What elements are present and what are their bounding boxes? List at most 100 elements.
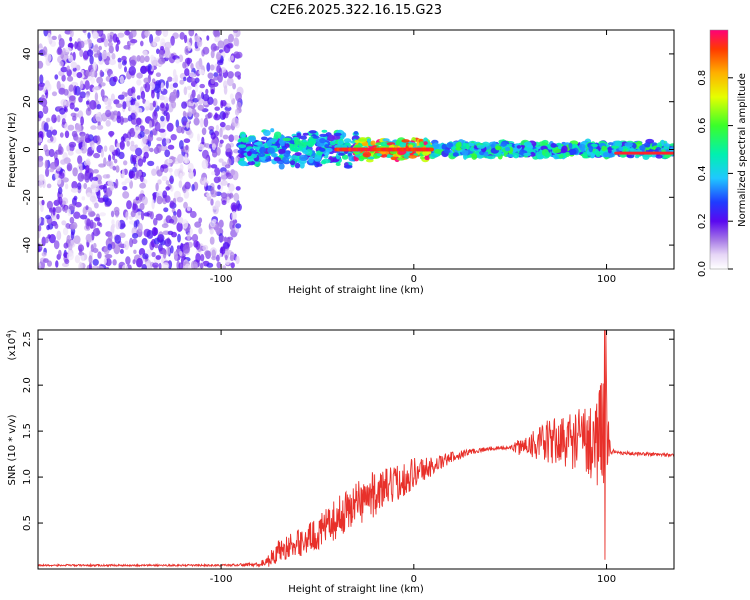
spectrogram-cell bbox=[105, 109, 112, 118]
spectrogram-cell bbox=[156, 137, 163, 142]
spectrogram-cell bbox=[156, 48, 160, 55]
spectrogram-cell bbox=[107, 33, 111, 40]
spectrogram-cell bbox=[70, 231, 75, 240]
spectrogram-cell bbox=[43, 122, 49, 132]
spectrogram-cell bbox=[174, 168, 179, 177]
spectrogram-cell bbox=[70, 61, 78, 69]
spectrogram-cell bbox=[49, 168, 55, 173]
spectrogram-cell bbox=[49, 207, 53, 213]
spectrogram-cell bbox=[197, 143, 205, 151]
spectrogram-cell bbox=[471, 153, 478, 160]
spectrogram-cell bbox=[44, 159, 49, 169]
spectrogram-cell bbox=[79, 80, 84, 90]
spectrogram-cell bbox=[320, 160, 327, 165]
spectrogram-cell bbox=[123, 160, 128, 166]
spectrogram-cell bbox=[135, 170, 139, 179]
spectrogram-cell bbox=[225, 143, 232, 153]
spectrogram-cell bbox=[232, 30, 239, 34]
spectrogram-cell bbox=[47, 32, 52, 41]
spectrogram-cell bbox=[104, 253, 113, 259]
spectrogram-cell bbox=[163, 207, 169, 213]
spectrogram-cell bbox=[588, 145, 594, 153]
spectrogram-cell bbox=[257, 152, 266, 157]
spectrogram-cell bbox=[56, 177, 62, 185]
spectrogram-cell bbox=[207, 112, 213, 118]
spectrogram-cell bbox=[51, 114, 57, 124]
spectrogram-cell bbox=[342, 132, 347, 138]
spectrogram-cell bbox=[190, 62, 194, 70]
spectrogram-cell bbox=[217, 73, 223, 83]
spectrogram-cell bbox=[66, 65, 70, 71]
spectrogram-cell bbox=[441, 143, 447, 150]
spectrogram-cell bbox=[170, 35, 175, 46]
spectrogram-cell bbox=[161, 175, 168, 182]
spectrogram-cell bbox=[48, 148, 55, 158]
spectrogram-cell bbox=[179, 79, 185, 85]
spectrogram-cell bbox=[302, 132, 309, 136]
spectrogram-y-ticks: -40 -20 0 20 40 bbox=[22, 48, 674, 253]
spectrogram-cell bbox=[115, 165, 120, 173]
spectrogram-cell bbox=[61, 118, 66, 125]
spectrogram-cell bbox=[214, 224, 220, 233]
spectrogram-cell bbox=[143, 129, 150, 135]
spectrogram-cell bbox=[88, 255, 93, 264]
spectrogram-cell bbox=[156, 169, 163, 177]
spectrogram-cell bbox=[163, 110, 168, 117]
spectrogram-cell bbox=[212, 143, 216, 151]
spectrogram-cell bbox=[76, 72, 83, 79]
spectrogram-cell bbox=[130, 98, 136, 106]
spectrogram-cell bbox=[68, 84, 74, 92]
spectrogram-cell bbox=[79, 49, 84, 58]
spectrogram-cell bbox=[232, 83, 237, 90]
spectrogram-cell bbox=[96, 38, 103, 43]
spectrogram-cell bbox=[233, 134, 240, 141]
spectrogram-cell bbox=[58, 38, 65, 48]
spectrogram-cell bbox=[214, 167, 221, 177]
spectrogram-cell bbox=[56, 165, 61, 172]
spectrogram-cell bbox=[199, 262, 204, 269]
spectrogram-cell bbox=[109, 132, 113, 138]
spectrogram-cell bbox=[60, 66, 68, 73]
y-tick-label: 1.0 bbox=[22, 469, 33, 485]
spectrogram-cell bbox=[69, 144, 75, 152]
spectrogram-cell bbox=[313, 156, 321, 162]
spectrogram-cell bbox=[68, 54, 74, 62]
spectrogram-cell bbox=[55, 149, 62, 155]
spectrogram-cell bbox=[103, 258, 107, 264]
spectrogram-cell bbox=[300, 135, 307, 140]
spectrogram-cell bbox=[152, 110, 158, 121]
spectrogram-cell bbox=[75, 148, 82, 154]
snr-y-ticks: 0.5 1.0 1.5 2.0 2.5 bbox=[22, 331, 674, 531]
spectrogram-cell bbox=[158, 128, 166, 133]
spectrogram-cell bbox=[209, 143, 213, 149]
spectrogram-cell bbox=[240, 136, 250, 143]
colorbar-tick-label: 0.0 bbox=[697, 261, 708, 277]
spectrogram-cell bbox=[176, 208, 182, 219]
spectrogram-cell bbox=[137, 222, 143, 233]
spectrogram-cell bbox=[182, 244, 191, 254]
y-tick-label: 2.0 bbox=[22, 377, 33, 393]
spectrogram-cell bbox=[516, 145, 522, 149]
spectrogram-cell bbox=[131, 238, 138, 244]
spectrogram-cell bbox=[210, 198, 214, 206]
spectrogram-cell bbox=[139, 130, 145, 138]
spectrogram-cell bbox=[119, 232, 126, 239]
spectrogram-cell bbox=[222, 112, 226, 120]
spectrogram-cell bbox=[85, 233, 93, 243]
spectrogram-cell bbox=[84, 80, 90, 90]
spectrogram-cell bbox=[107, 243, 113, 251]
spectrogram-cell bbox=[89, 195, 97, 203]
spectrogram-cell bbox=[135, 147, 143, 156]
spectrogram-cell bbox=[147, 63, 152, 71]
spectrogram-cell bbox=[155, 72, 161, 77]
spectrogram-cell bbox=[112, 76, 118, 83]
spectrogram-cell bbox=[41, 236, 46, 247]
spectrogram-cell bbox=[140, 40, 144, 47]
spectrogram-cell bbox=[151, 168, 157, 176]
spectrogram-cell bbox=[170, 134, 177, 141]
spectrogram-cell bbox=[178, 217, 184, 224]
spectrogram-cell bbox=[223, 85, 228, 95]
spectrogram-cell bbox=[206, 192, 211, 197]
spectrogram-cell bbox=[96, 189, 101, 200]
spectrogram-cell bbox=[203, 177, 207, 187]
